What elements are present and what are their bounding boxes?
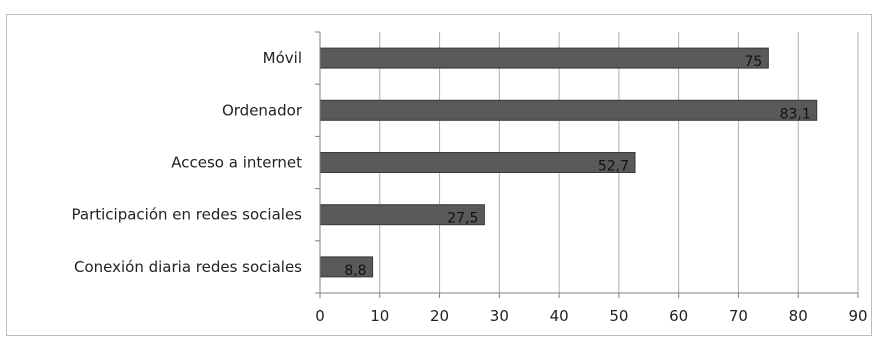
category-label: Móvil (263, 49, 302, 67)
gridlines (379, 32, 859, 293)
x-tick-label: 70 (729, 307, 748, 325)
bar (319, 99, 818, 121)
x-tick-label: 20 (430, 307, 449, 325)
x-tick-label: 50 (609, 307, 628, 325)
x-tick-label: 30 (490, 307, 509, 325)
category-label: Participación en redes sociales (72, 206, 303, 224)
x-tick-label: 10 (370, 307, 389, 325)
category-label: Ordenador (222, 101, 303, 119)
data-label: 8,8 (344, 263, 366, 279)
x-tick-label: 40 (550, 307, 569, 325)
axes (315, 31, 859, 298)
bars (319, 47, 818, 278)
data-labels: 75 83,1 52,7 27,5 8,8 (344, 54, 810, 279)
bar (319, 47, 769, 69)
data-label: 27,5 (447, 211, 478, 227)
x-tick-label: 0 (315, 307, 325, 325)
category-label: Acceso a internet (171, 154, 302, 172)
x-tick-label: 90 (848, 307, 867, 325)
x-tick-label: 80 (789, 307, 808, 325)
x-tick-labels: 0 10 20 30 40 50 60 70 80 90 (315, 307, 867, 325)
data-label: 83,1 (780, 106, 811, 122)
category-label: Conexión diaria redes sociales (74, 258, 302, 276)
x-tick-label: 60 (669, 307, 688, 325)
chart-frame (6, 14, 872, 336)
data-label: 75 (745, 54, 763, 70)
category-labels: Móvil Ordenador Acceso a internet Participa… (72, 49, 303, 276)
bar (319, 152, 636, 173)
data-label: 52,7 (598, 159, 629, 175)
